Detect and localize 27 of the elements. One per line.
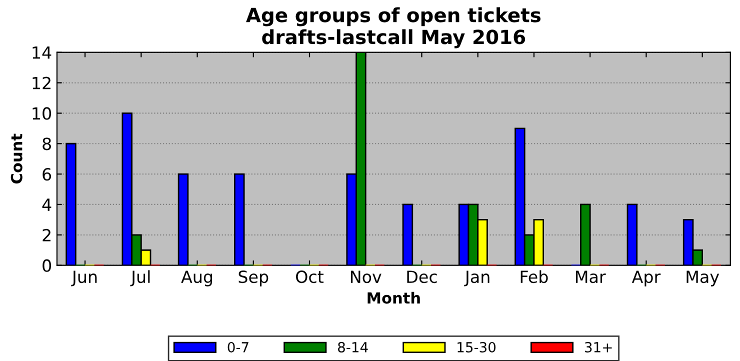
chart-title: Age groups of open tickets drafts-lastcall May 2016 (246, 7, 541, 48)
y-tick-label: 2 (42, 228, 50, 242)
y-tick-label: 8 (42, 138, 51, 150)
x-tick-label: Oct (296, 270, 324, 284)
x-tick-label: Apr (632, 270, 661, 286)
legend-label: 31+ (585, 342, 612, 352)
y-tick-label: 10 (32, 107, 52, 120)
x-tick-label: Jan (464, 270, 490, 286)
x-tick-label: Jul (130, 270, 150, 286)
legend-label: 0-7 (228, 342, 248, 352)
x-tick-label: Dec (407, 270, 437, 284)
y-tick-label: 0 (42, 259, 52, 272)
y-tick-label: 14 (32, 46, 52, 59)
x-tick-label: Feb (520, 270, 548, 284)
legend-label: 15-30 (458, 342, 496, 352)
legend-label: 8-14 (338, 342, 368, 352)
x-tick-label: Nov (350, 270, 382, 284)
x-axis-title: Month (368, 292, 420, 304)
x-tick-label: Mar (576, 270, 606, 284)
y-tick-label: 6 (42, 168, 52, 181)
y-axis-title: Count (10, 134, 22, 184)
y-tick-label: 12 (32, 76, 50, 90)
x-tick-label: May (686, 270, 720, 286)
x-tick-label: Jun (71, 270, 97, 286)
x-tick-label: Aug (181, 270, 212, 286)
x-tick-label: Sep (238, 270, 268, 286)
y-tick-label: 4 (42, 198, 52, 211)
